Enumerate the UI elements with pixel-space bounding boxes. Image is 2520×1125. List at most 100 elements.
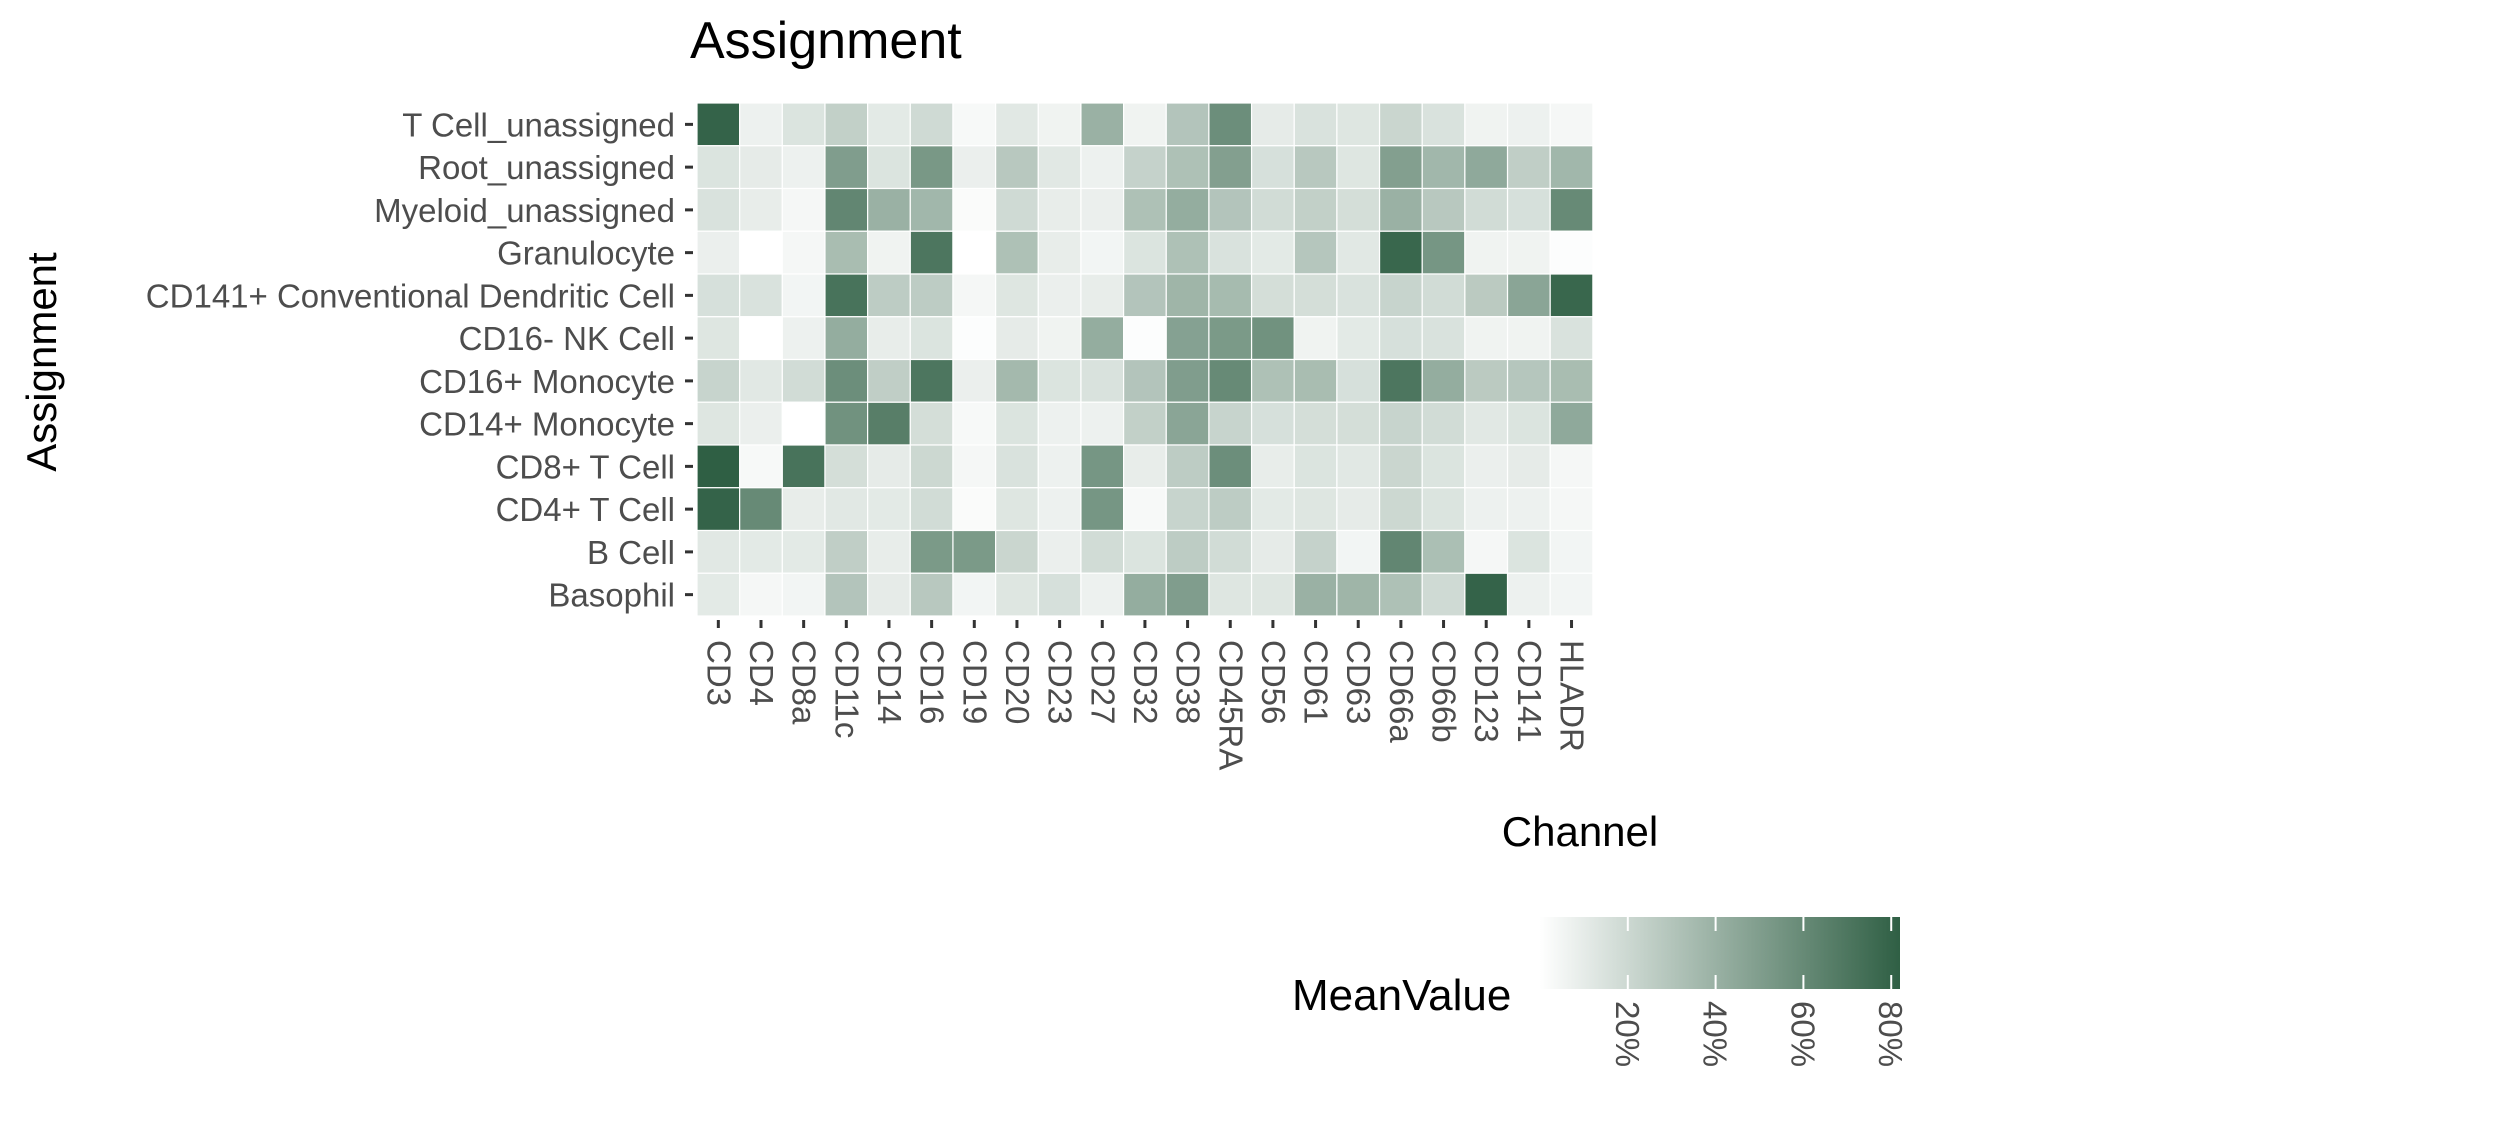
heatmap-cell — [1122, 316, 1167, 361]
heatmap-cell — [1506, 529, 1551, 574]
heatmap-cell — [1037, 145, 1082, 190]
heatmap-cell — [1378, 358, 1423, 403]
heatmap-cell — [1506, 444, 1551, 489]
heatmap-cell — [1080, 102, 1125, 147]
heatmap-cell — [909, 102, 954, 147]
heatmap-cell — [952, 487, 997, 532]
heatmap-cell — [952, 102, 997, 147]
heatmap-cell — [995, 273, 1039, 318]
heatmap-cell — [824, 102, 869, 147]
heatmap-cell — [1037, 358, 1082, 403]
heatmap-cell — [1378, 273, 1423, 318]
heatmap-cell — [1293, 358, 1338, 403]
heatmap-cell — [867, 358, 911, 403]
x-tick-label: CD32 — [1127, 640, 1164, 724]
heatmap-cell — [1293, 230, 1338, 275]
heatmap-cell — [1421, 487, 1466, 532]
heatmap-cell — [1336, 145, 1381, 190]
heatmap-cell — [1165, 145, 1210, 190]
x-tick-label: CD23 — [1042, 640, 1079, 724]
heatmap-cell — [952, 572, 997, 617]
x-tick-label: HLADR — [1554, 640, 1591, 752]
legend-tick-label: 40% — [1697, 1001, 1734, 1067]
heatmap-cell — [1421, 316, 1466, 361]
heatmap-cell — [1293, 273, 1338, 318]
heatmap-cell — [867, 572, 911, 617]
heatmap-cell — [1122, 529, 1167, 574]
heatmap-cell — [824, 316, 869, 361]
heatmap-cell — [1208, 401, 1253, 446]
heatmap-cell — [824, 401, 869, 446]
x-tick-label: CD45RA — [1212, 640, 1249, 770]
heatmap-cell — [1037, 230, 1082, 275]
heatmap-cell — [1464, 316, 1509, 361]
heatmap-cell — [1122, 230, 1167, 275]
x-tick-label: CD123 — [1468, 640, 1505, 743]
heatmap-cell — [1464, 487, 1509, 532]
heatmap-cell — [952, 401, 997, 446]
heatmap-cell — [781, 487, 826, 532]
heatmap-cell — [1506, 102, 1551, 147]
x-tick-label: CD56 — [1255, 640, 1292, 724]
x-tick-label: CD66b — [1426, 640, 1463, 743]
heatmap-cell — [1080, 316, 1125, 361]
x-tick-label: CD141 — [1511, 640, 1548, 743]
heatmap-cell — [1080, 187, 1125, 232]
heatmap-cell — [1165, 572, 1210, 617]
heatmap-cell — [909, 572, 954, 617]
heatmap-cell — [1421, 529, 1466, 574]
heatmap-cell — [1336, 230, 1381, 275]
heatmap-cell — [1293, 401, 1338, 446]
heatmap-cell — [1336, 358, 1381, 403]
heatmap-cell — [1250, 529, 1295, 574]
heatmap-cell — [1549, 572, 1594, 617]
x-tick-label: CD61 — [1298, 640, 1335, 724]
legend-color-bar — [1540, 917, 1900, 989]
heatmap-cell — [995, 401, 1039, 446]
heatmap-cell — [1378, 529, 1423, 574]
heatmap-cell — [1421, 102, 1466, 147]
heatmap-cell — [1506, 487, 1551, 532]
heatmap-cell — [1080, 572, 1125, 617]
heatmap-cell — [1549, 487, 1594, 532]
heatmap-cell — [1037, 401, 1082, 446]
heatmap-cell — [1250, 230, 1295, 275]
heatmap-cell — [739, 102, 783, 147]
heatmap-cell — [995, 358, 1039, 403]
heatmap-cell — [1378, 187, 1423, 232]
heatmap-cell — [1122, 444, 1167, 489]
heatmap-cell — [995, 316, 1039, 361]
heatmap-cell — [1421, 401, 1466, 446]
x-tick-label: CD3 — [700, 640, 737, 706]
heatmap-cell — [1080, 230, 1125, 275]
heatmap-cell — [1336, 401, 1381, 446]
heatmap-cell — [781, 529, 826, 574]
heatmap-cell — [696, 529, 741, 574]
heatmap-cell — [1293, 187, 1338, 232]
heatmap-cell — [696, 444, 741, 489]
heatmap-cell — [1208, 358, 1253, 403]
heatmap-cell — [781, 572, 826, 617]
heatmap-cell — [867, 401, 911, 446]
heatmap-cell — [696, 145, 741, 190]
heatmap-cell — [952, 444, 997, 489]
heatmap-cell — [909, 358, 954, 403]
heatmap-cell — [1208, 444, 1253, 489]
heatmap-cell — [781, 444, 826, 489]
legend-tick-label: 20% — [1609, 1001, 1646, 1067]
heatmap-cell — [909, 487, 954, 532]
heatmap-cell — [952, 187, 997, 232]
heatmap-cell — [952, 145, 997, 190]
heatmap-cell — [867, 230, 911, 275]
y-tick-label: Granulocyte — [497, 235, 675, 272]
heatmap-cell — [995, 529, 1039, 574]
heatmap-cell — [1421, 187, 1466, 232]
y-axis: T Cell_unassigned Root_unassigned Myeloid_… — [146, 106, 693, 614]
heatmap-cell — [696, 102, 741, 147]
heatmap-cell — [1506, 401, 1551, 446]
heatmap-cell — [739, 529, 783, 574]
x-tick-label: CD4 — [743, 640, 780, 706]
heatmap-cell — [1293, 102, 1338, 147]
heatmap-cell — [696, 572, 741, 617]
